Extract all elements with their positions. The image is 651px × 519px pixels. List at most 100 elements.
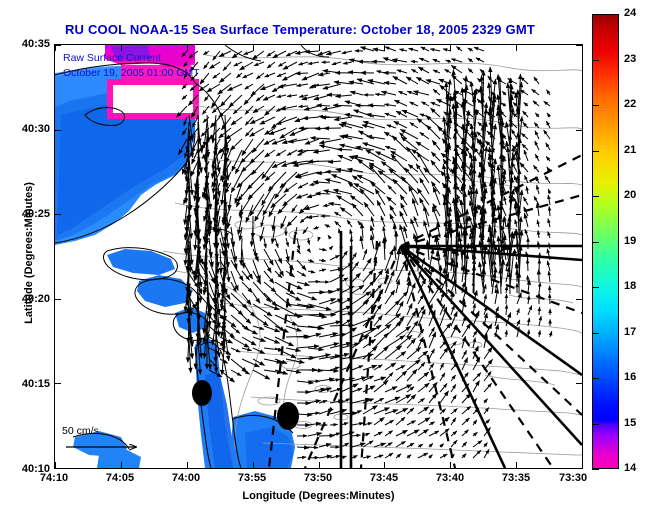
current-vector <box>285 303 312 309</box>
current-vector <box>215 282 222 315</box>
current-vector <box>428 454 433 459</box>
current-vector <box>340 262 354 272</box>
current-vector <box>224 331 231 362</box>
current-vector <box>406 338 416 349</box>
current-vector <box>406 320 419 338</box>
current-vector <box>472 356 481 371</box>
current-vector <box>188 240 193 273</box>
current-vector <box>395 315 405 327</box>
current-vector <box>449 291 455 305</box>
current-vector <box>362 364 378 371</box>
current-vector <box>512 112 518 118</box>
current-vector <box>230 369 242 377</box>
current-vector <box>395 325 412 338</box>
current-vector <box>328 245 334 251</box>
current-vector <box>351 421 364 426</box>
current-vector <box>206 83 221 93</box>
current-vector <box>230 336 250 348</box>
current-vector <box>251 160 265 176</box>
colorbar-tick-label: 22 <box>624 98 637 110</box>
current-vector <box>521 143 529 151</box>
current-vector <box>460 249 465 272</box>
current-vector <box>203 142 208 174</box>
current-vector <box>307 387 327 393</box>
current-vector <box>416 187 430 206</box>
current-vector <box>349 236 354 250</box>
current-vector <box>459 199 466 232</box>
current-vector <box>323 189 342 195</box>
current-vector <box>296 259 307 271</box>
current-vector <box>384 313 402 327</box>
current-vector <box>252 259 261 281</box>
current-vector <box>395 394 412 404</box>
current-vector <box>369 234 375 250</box>
map-plot-area[interactable]: Raw Surface Current October 19, 2005 01:… <box>54 44 583 469</box>
current-vector <box>324 224 331 228</box>
current-vector <box>212 72 221 79</box>
current-vector <box>309 135 331 141</box>
current-vector <box>188 226 194 266</box>
current-vector <box>472 337 477 349</box>
current-vector <box>439 443 445 448</box>
current-vector <box>244 116 254 126</box>
current-vector <box>520 132 529 140</box>
current-vector <box>191 138 199 154</box>
current-vector <box>205 310 211 340</box>
current-vector <box>547 242 552 250</box>
current-vector <box>285 237 290 247</box>
current-vector <box>215 170 221 197</box>
current-vector <box>372 47 386 52</box>
current-vector <box>534 153 540 162</box>
current-vector <box>516 326 521 338</box>
current-vector <box>261 182 276 206</box>
current-vector <box>181 94 188 100</box>
current-vector <box>328 201 342 207</box>
current-vector <box>450 58 463 63</box>
current-vector <box>215 240 220 275</box>
current-vector <box>428 284 442 305</box>
current-vector <box>318 298 337 305</box>
current-vector <box>357 130 375 140</box>
current-vector <box>357 158 375 173</box>
current-vector <box>229 138 243 151</box>
current-vector <box>430 101 441 107</box>
current-vector <box>272 50 287 59</box>
current-vector <box>409 101 419 107</box>
current-vector <box>472 408 480 415</box>
colorbar-tick-label: 17 <box>624 325 637 338</box>
current-vector <box>373 442 387 448</box>
current-vector <box>271 215 276 232</box>
current-vector <box>351 376 367 382</box>
colorbar-tick-label: 19 <box>624 234 637 247</box>
current-vector <box>346 167 364 173</box>
current-vector <box>494 283 498 294</box>
current-vector <box>351 442 366 448</box>
current-vector <box>340 277 349 283</box>
current-vector <box>296 303 315 309</box>
current-vector <box>351 327 377 338</box>
current-vector <box>418 57 430 63</box>
current-vector <box>352 154 375 162</box>
current-vector <box>464 120 470 148</box>
current-vector <box>215 268 221 299</box>
current-vector <box>230 248 238 270</box>
current-vector <box>373 364 383 371</box>
current-vector <box>388 168 408 184</box>
current-vector <box>241 281 253 294</box>
current-vector <box>482 102 489 134</box>
current-vector <box>236 72 243 79</box>
current-vector <box>231 50 243 59</box>
current-vector <box>384 249 394 272</box>
current-vector <box>264 171 276 182</box>
current-vector <box>537 306 542 316</box>
current-vector <box>254 204 265 222</box>
current-vector <box>535 202 541 217</box>
current-vector <box>329 298 344 305</box>
current-vector <box>439 340 447 349</box>
station-marker <box>192 380 212 406</box>
current-vector <box>178 138 188 156</box>
current-vector <box>271 83 287 93</box>
current-vector <box>329 408 348 415</box>
current-vector <box>384 372 394 382</box>
current-vector <box>306 214 320 220</box>
